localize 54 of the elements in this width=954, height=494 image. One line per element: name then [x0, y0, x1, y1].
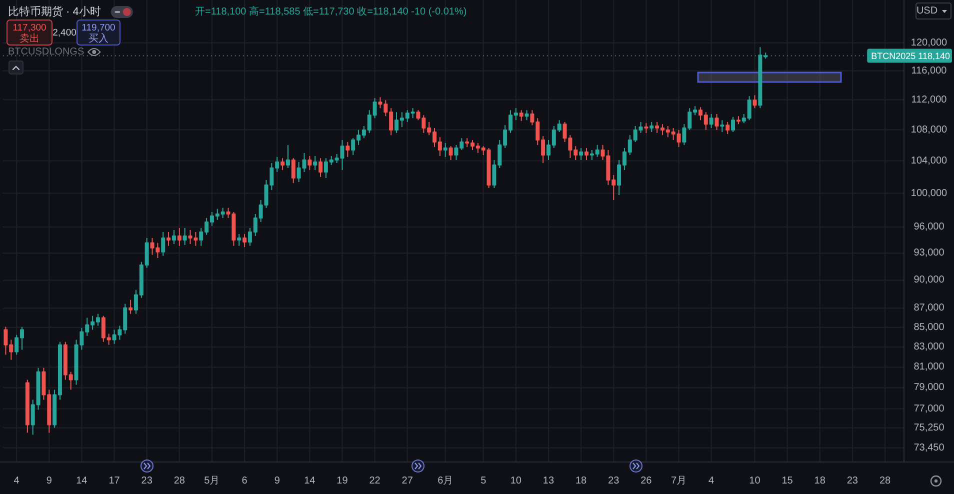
y-tick-label: 77,000: [914, 403, 945, 414]
x-tick-label: 9: [274, 476, 280, 486]
x-tick-label: 14: [76, 476, 88, 486]
x-tick-label: 28: [174, 476, 186, 486]
y-tick-label: 93,000: [914, 248, 945, 259]
y-tick-label: 112,000: [911, 94, 948, 106]
x-tick-label: 18: [575, 476, 588, 486]
annotation: 117,300: [12, 22, 46, 34]
y-tick-label: 83,000: [914, 341, 945, 352]
annotation: 买入: [88, 32, 108, 44]
y-tick-label: 75,250: [914, 422, 945, 434]
annotation: 2,400: [52, 28, 76, 38]
y-tick-label: 85,000: [914, 322, 945, 333]
text: 比特币期货 · 4小时: [8, 5, 101, 18]
x-tick-label: 10: [749, 476, 761, 486]
x-tick-label: 18: [814, 476, 826, 486]
x-tick-label: 14: [304, 476, 316, 486]
x-tick-label: 23: [846, 476, 858, 486]
annotation: BTCUSDLONGS: [8, 46, 84, 58]
y-tick-label: 108,000: [910, 124, 948, 136]
x-tick-label: 13: [542, 476, 554, 486]
annotation: 卖出: [20, 32, 40, 44]
x-tick-label: 6月: [438, 476, 454, 486]
ref-line-label: BTCN2025 118,140: [871, 50, 950, 61]
x-tick-label: 7月: [670, 476, 687, 486]
x-tick-label: 6: [242, 476, 248, 486]
x-tick-label: 23: [608, 476, 620, 486]
x-tick-label: 10: [510, 476, 522, 486]
y-tick-label: 73,450: [914, 442, 945, 454]
x-tick-label: 5月: [204, 476, 220, 486]
text: USD: [916, 6, 938, 16]
x-tick-label: 19: [336, 476, 348, 486]
x-tick-label: 26: [640, 476, 652, 486]
y-tick-label: 116,000: [911, 65, 948, 76]
x-tick-label: 9: [46, 476, 52, 486]
x-tick-label: 15: [782, 476, 794, 486]
y-tick-label: 120,000: [910, 37, 948, 48]
annotation: 开=118,100 高=118,585 低=117,730 收=118,140 -10 (-0.01%): [195, 6, 467, 18]
y-tick-label: 104,000: [910, 155, 948, 166]
x-tick-label: 4: [708, 476, 715, 486]
y-tick-label: 96,000: [914, 221, 945, 232]
x-tick-label: 17: [108, 476, 120, 486]
x-tick-label: 5: [480, 476, 487, 486]
x-tick-label: 4: [14, 476, 20, 486]
y-tick-label: 90,000: [914, 274, 945, 286]
annotation: 119,700: [82, 22, 116, 34]
y-tick-label: 87,000: [914, 302, 945, 314]
y-tick-label: 81,000: [914, 362, 945, 373]
y-tick-label: 79,000: [914, 382, 945, 394]
x-tick-label: 27: [402, 476, 414, 486]
y-tick-label: 100,000: [910, 188, 948, 199]
x-tick-label: 23: [141, 476, 153, 486]
x-tick-label: 22: [369, 476, 381, 486]
x-tick-label: 28: [879, 476, 891, 486]
